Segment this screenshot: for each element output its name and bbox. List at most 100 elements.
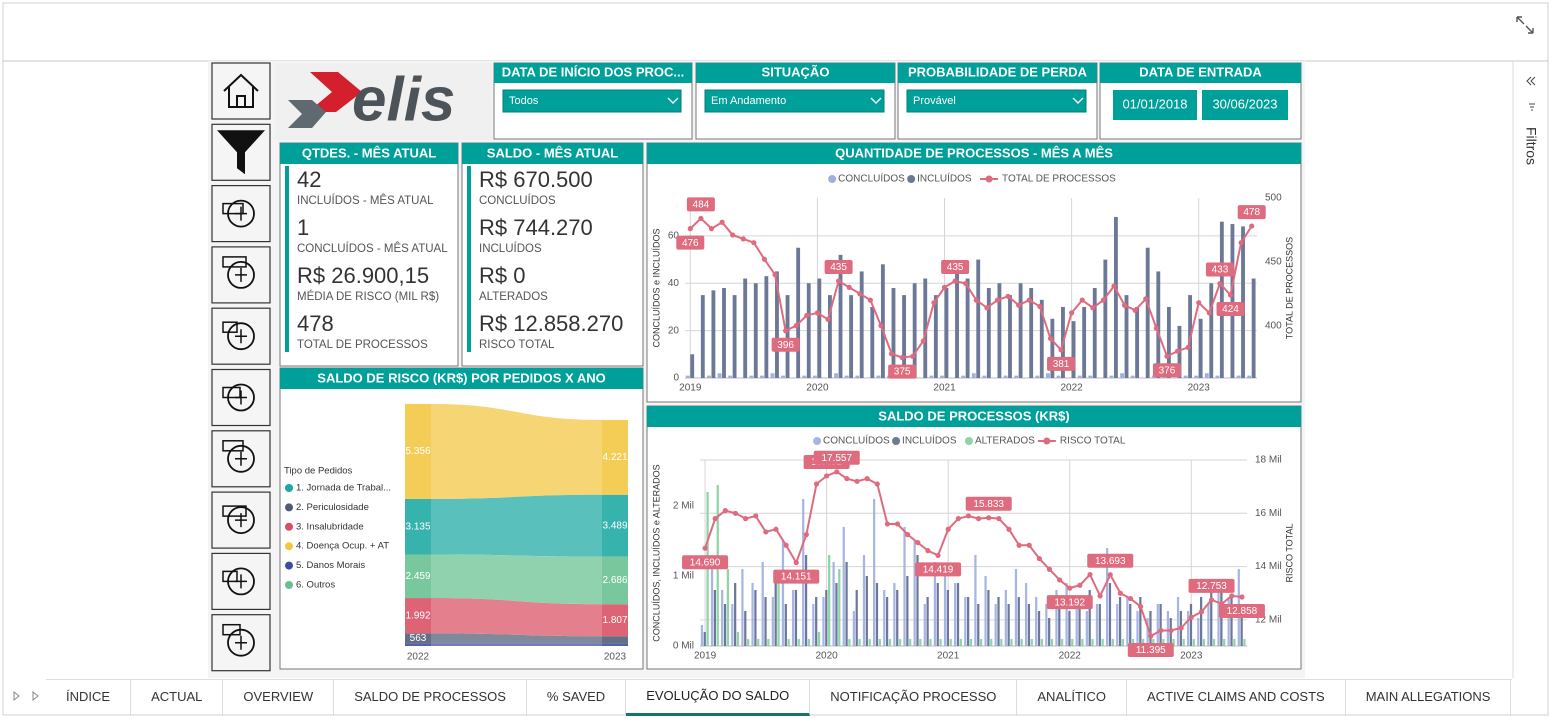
line-point <box>888 351 895 357</box>
bar <box>1230 224 1235 378</box>
slicer-dropdown[interactable]: Provável <box>906 89 1087 113</box>
bar <box>1219 221 1224 378</box>
slicer-header <box>898 63 1097 83</box>
filter-pane-label[interactable]: Filtros <box>1523 127 1539 165</box>
nav-button[interactable] <box>211 368 271 427</box>
bar <box>812 375 817 378</box>
page-tab[interactable]: % SAVED <box>527 680 627 716</box>
bar <box>1010 638 1013 646</box>
kpi-label: RISCO TOTAL <box>479 339 555 351</box>
nav-button[interactable] <box>211 614 271 672</box>
data-label: 5.356 <box>405 446 430 457</box>
bar <box>903 526 906 646</box>
visual-title: SALDO - MÊS ATUAL <box>487 145 618 160</box>
ribbon-column <box>405 554 431 599</box>
bar <box>1030 638 1033 646</box>
bar <box>1189 603 1193 646</box>
icon-rect <box>222 440 244 452</box>
kpi-value: R$ 12.858.270 <box>479 311 623 336</box>
bar <box>1210 589 1213 646</box>
slicer-dropdown[interactable]: Todos <box>502 89 682 113</box>
y2-axis-title: TOTAL DE PROCESSOS <box>1284 237 1294 339</box>
nav-button[interactable] <box>211 491 271 549</box>
page-tab[interactable]: SALDO DE PROCESSOS <box>334 680 527 716</box>
line-point <box>925 548 931 554</box>
date-input[interactable]: 30/06/2023 <box>1202 90 1288 120</box>
data-label-box <box>771 337 800 352</box>
data-label: 15.833 <box>973 499 1004 510</box>
bar <box>858 638 861 646</box>
line-point <box>1005 293 1011 299</box>
nav-button[interactable] <box>211 185 271 243</box>
bar <box>1199 596 1203 646</box>
kpi-label: ALTERADOS <box>479 291 548 303</box>
bar <box>984 575 987 646</box>
bar <box>844 375 849 378</box>
kpi-value: 1 <box>297 215 309 240</box>
ribbon-column <box>405 404 431 499</box>
data-label: 424 <box>1222 304 1239 315</box>
expand-icon[interactable] <box>1516 16 1534 34</box>
nav-button[interactable] <box>211 246 271 304</box>
slicer-dropdown[interactable]: Em Andamento <box>704 89 885 113</box>
tab-scroll-arrows[interactable] <box>13 690 39 702</box>
page-tab[interactable]: EVOLUÇÃO DO SALDO <box>626 680 811 716</box>
page-tab[interactable]: ACTUAL <box>131 680 224 716</box>
nav-button[interactable] <box>211 123 271 181</box>
card-accent <box>467 166 471 352</box>
page-tab[interactable]: MAIN ALLEGATIONS <box>1346 680 1512 716</box>
bar <box>753 283 758 378</box>
line-point <box>698 215 704 222</box>
nav-button[interactable] <box>211 62 271 120</box>
line-point <box>824 473 830 479</box>
icon-rect <box>222 202 244 215</box>
line-point <box>793 559 799 566</box>
collapse-icon[interactable] <box>1526 76 1536 86</box>
page-tab[interactable]: ANALÍTICO <box>1017 680 1128 716</box>
kpi-value: 478 <box>297 311 334 336</box>
legend-label: TOTAL DE PROCESSOS <box>1002 174 1116 185</box>
bar <box>828 295 832 378</box>
x-tick-label: 2022 <box>1061 383 1084 394</box>
dropdown-chevron <box>667 97 679 104</box>
bar <box>741 568 744 646</box>
legend-label: 5. Danos Morais <box>296 560 365 571</box>
kpi-value: R$ 744.270 <box>479 215 593 240</box>
date-input[interactable]: 01/01/2018 <box>1113 90 1197 120</box>
nav-button-frame <box>211 62 271 120</box>
line-point <box>1067 585 1073 591</box>
line-point <box>1057 577 1063 583</box>
page-tab[interactable]: ACTIVE CLAIMS AND COSTS <box>1127 680 1346 716</box>
nav-button[interactable] <box>211 430 271 488</box>
visual-header <box>280 143 458 164</box>
kpi-label: INCLUÍDOS - MÊS ATUAL <box>297 194 434 207</box>
data-label-box <box>1152 363 1181 378</box>
page-tab[interactable]: OVERVIEW <box>223 680 335 716</box>
bar <box>1136 610 1139 646</box>
bar <box>986 288 991 378</box>
bar <box>838 254 843 378</box>
legend-label: RISCO TOTAL <box>1060 436 1126 447</box>
icon-stroke <box>235 574 247 589</box>
page-tab[interactable]: REGIONAL ANALYSIS <box>1511 680 1512 716</box>
line-point <box>1132 307 1138 313</box>
page-tab[interactable]: NOTIFICAÇÃO PROCESSO <box>810 680 1018 716</box>
data-label: 12.753 <box>1196 581 1227 592</box>
bar <box>939 638 942 646</box>
bar <box>1131 638 1135 646</box>
page-tab[interactable]: ÍNDICE <box>46 680 132 716</box>
line-point <box>702 545 708 551</box>
bar <box>880 264 885 378</box>
x-tick-label: 2021 <box>933 383 956 394</box>
slicer-title: SITUAÇÃO <box>762 64 830 79</box>
bar <box>1105 547 1109 646</box>
line-point <box>834 469 840 475</box>
nav-button[interactable] <box>211 552 271 611</box>
bar <box>835 582 838 646</box>
bar <box>1040 638 1043 646</box>
nav-button[interactable] <box>211 307 271 365</box>
bar <box>1077 375 1082 378</box>
bar <box>764 276 769 378</box>
line-point <box>1100 297 1107 303</box>
data-label: 2.686 <box>602 575 627 586</box>
